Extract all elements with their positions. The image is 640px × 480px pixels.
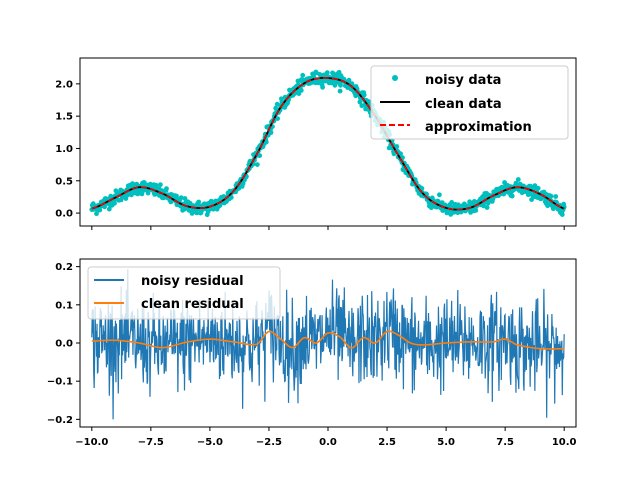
- noisy-data-point: [257, 153, 263, 159]
- noisy-data-point: [484, 205, 490, 210]
- noisy-data-point: [550, 206, 556, 212]
- noisy-data-point: [158, 182, 163, 188]
- noisy-data-point: [553, 194, 559, 199]
- noisy-data-point: [129, 192, 134, 198]
- noisy-data-point: [398, 151, 403, 157]
- noisy-data-point: [473, 208, 479, 213]
- noisy-data-point: [437, 192, 442, 198]
- y-tick-label: 0.5: [55, 176, 73, 187]
- noisy-data-point: [320, 84, 325, 90]
- x-tick-label: −10.0: [75, 437, 108, 448]
- noisy-data-point: [337, 88, 343, 94]
- legend-label-approximation: approximation: [425, 120, 532, 135]
- legend-marker-noisy-data: [392, 75, 398, 81]
- top-panel: 0.0 0.5 1.0 1.5 2.0 noisy data clean data ap…: [55, 57, 577, 230]
- noisy-data-point: [106, 206, 112, 212]
- top-plot-area: [89, 69, 567, 218]
- noisy-data-point: [196, 199, 202, 205]
- approximation-line: [91, 77, 565, 211]
- noisy-data-point: [97, 207, 103, 213]
- noisy-data-point: [145, 190, 151, 196]
- noisy-data-point: [559, 212, 565, 218]
- noisy-data-point: [529, 197, 534, 203]
- x-tick-label: 0.0: [319, 437, 337, 448]
- bottom-plot-area: [91, 269, 565, 420]
- legend-label-clean-data: clean data: [425, 97, 502, 112]
- noisy-data-point: [509, 193, 515, 199]
- noisy-data-point: [123, 196, 129, 201]
- y-tick-label: 0.0: [55, 209, 73, 220]
- noisy-data-point: [535, 185, 541, 191]
- y-tick-label: 1.5: [55, 112, 73, 123]
- noisy-data-point: [254, 162, 260, 168]
- noisy-data-point: [182, 196, 188, 201]
- bottom-panel: −0.2 −0.1 0.0 0.1 0.2 −10.0 −7.5 −5.0 −2.5 0.0 2.…: [47, 258, 577, 448]
- clean-residual-line: [91, 330, 565, 350]
- y-tick-label: −0.1: [47, 377, 73, 388]
- y-tick-label: 0.1: [55, 300, 73, 311]
- noisy-data-point: [102, 204, 107, 210]
- y-tick-label: 0.2: [55, 262, 73, 273]
- noisy-data-point: [346, 77, 352, 83]
- noisy-data-point: [112, 200, 117, 206]
- noisy-data-point: [298, 88, 304, 93]
- top-legend: noisy data clean data approximation: [370, 65, 569, 140]
- noisy-data-point: [324, 70, 330, 75]
- legend-label-clean-residual: clean residual: [141, 297, 244, 312]
- noisy-data-point: [228, 195, 234, 200]
- x-tick-label: −5.0: [197, 437, 223, 448]
- noisy-data-point: [357, 99, 363, 105]
- top-x-axis: [91, 226, 565, 230]
- bottom-x-axis: −10.0 −7.5 −5.0 −2.5 0.0 2.5 5.0 7.5 10.0: [75, 427, 577, 448]
- y-tick-label: 1.0: [55, 144, 73, 155]
- x-tick-label: 2.5: [378, 437, 396, 448]
- noisy-data-point: [548, 193, 554, 199]
- noisy-data-point: [275, 116, 280, 121]
- noisy-data-point: [194, 210, 200, 216]
- x-tick-label: −2.5: [256, 437, 282, 448]
- x-tick-label: 10.0: [552, 437, 577, 448]
- noisy-data-point: [178, 195, 184, 201]
- noisy-data-point: [338, 82, 343, 88]
- y-tick-label: 0.0: [55, 339, 73, 350]
- legend-label-noisy-residual: noisy residual: [141, 274, 244, 289]
- noisy-data-point: [240, 181, 246, 186]
- noisy-data-point: [515, 177, 521, 182]
- bottom-y-axis: −0.2 −0.1 0.0 0.1 0.2: [47, 262, 80, 426]
- bottom-legend: noisy residual clean residual: [87, 266, 281, 320]
- noisy-data-point: [153, 182, 159, 188]
- noisy-data-point: [394, 144, 400, 149]
- legend-label-noisy-data: noisy data: [425, 73, 501, 88]
- noisy-data-point: [182, 206, 187, 212]
- noisy-data-point: [263, 139, 269, 145]
- x-tick-label: 7.5: [496, 437, 514, 448]
- noisy-data-point: [501, 191, 507, 197]
- top-y-axis: 0.0 0.5 1.0 1.5 2.0: [55, 79, 80, 220]
- noisy-data-point: [268, 130, 274, 136]
- noisy-data-point: [164, 186, 169, 192]
- x-tick-label: 5.0: [437, 437, 455, 448]
- y-tick-label: −0.2: [47, 415, 73, 426]
- x-tick-label: −7.5: [138, 437, 164, 448]
- noisy-data-point: [361, 92, 367, 98]
- y-tick-label: 2.0: [55, 79, 73, 90]
- noisy-data-point: [300, 72, 306, 78]
- noisy-data-point: [428, 205, 434, 211]
- noisy-residual-line: [91, 269, 565, 420]
